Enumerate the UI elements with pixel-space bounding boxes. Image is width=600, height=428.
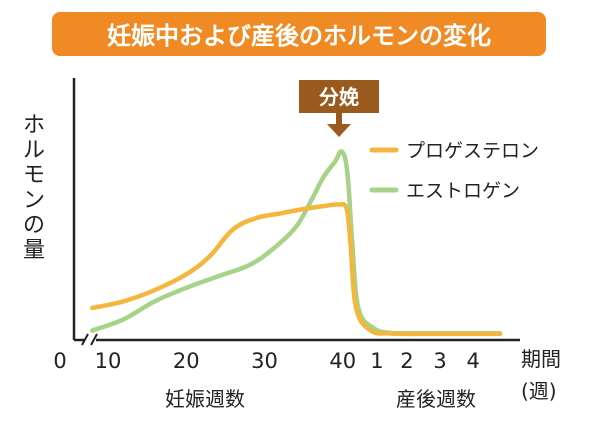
legend-label: エストロゲン: [406, 180, 520, 202]
x-tick-label: 30: [251, 349, 278, 373]
x-tick-label: 4: [467, 349, 480, 373]
x-tick-label: 3: [433, 349, 446, 373]
y-axis-label-char: の: [23, 213, 45, 238]
y-axis-label-char: ホ: [23, 113, 45, 138]
delivery-arrow-head: [327, 124, 351, 137]
x-group-label-postpartum: 産後週数: [396, 387, 476, 411]
y-axis-label-char: ル: [23, 138, 45, 163]
x-tick-label: 0: [53, 349, 66, 373]
x-tick-label: 1: [370, 349, 383, 373]
series-line-progesterone: [90, 201, 503, 337]
x-axis-unit-sub: (週): [521, 379, 557, 403]
chart-title: 妊娠中および産後のホルモンの変化: [107, 22, 491, 50]
x-axis-unit: 期間: [521, 347, 561, 371]
y-axis-label-char: ン: [23, 188, 45, 213]
x-tick-labels: 0 10 20 30 40 1 2 3 4: [53, 349, 480, 373]
x-tick-label: 20: [173, 349, 200, 373]
delivery-annotation: 分娩: [299, 80, 379, 137]
x-tick-label: 40: [329, 349, 356, 373]
x-group-label-pregnancy: 妊娠週数: [165, 387, 245, 411]
delivery-label: 分娩: [319, 85, 359, 109]
series-layer: [90, 149, 503, 337]
series-line-estrogen: [90, 149, 503, 336]
legend-label: プロゲステロン: [406, 140, 539, 162]
x-tick-label: 2: [400, 349, 413, 373]
x-axis-break-mark: [81, 333, 98, 346]
title-banner: [52, 12, 546, 56]
delivery-label-box: [299, 80, 379, 113]
y-axis-label-char: 量: [23, 238, 45, 263]
x-tick-label: 10: [95, 349, 122, 373]
y-axis-label-char: モ: [23, 163, 45, 188]
